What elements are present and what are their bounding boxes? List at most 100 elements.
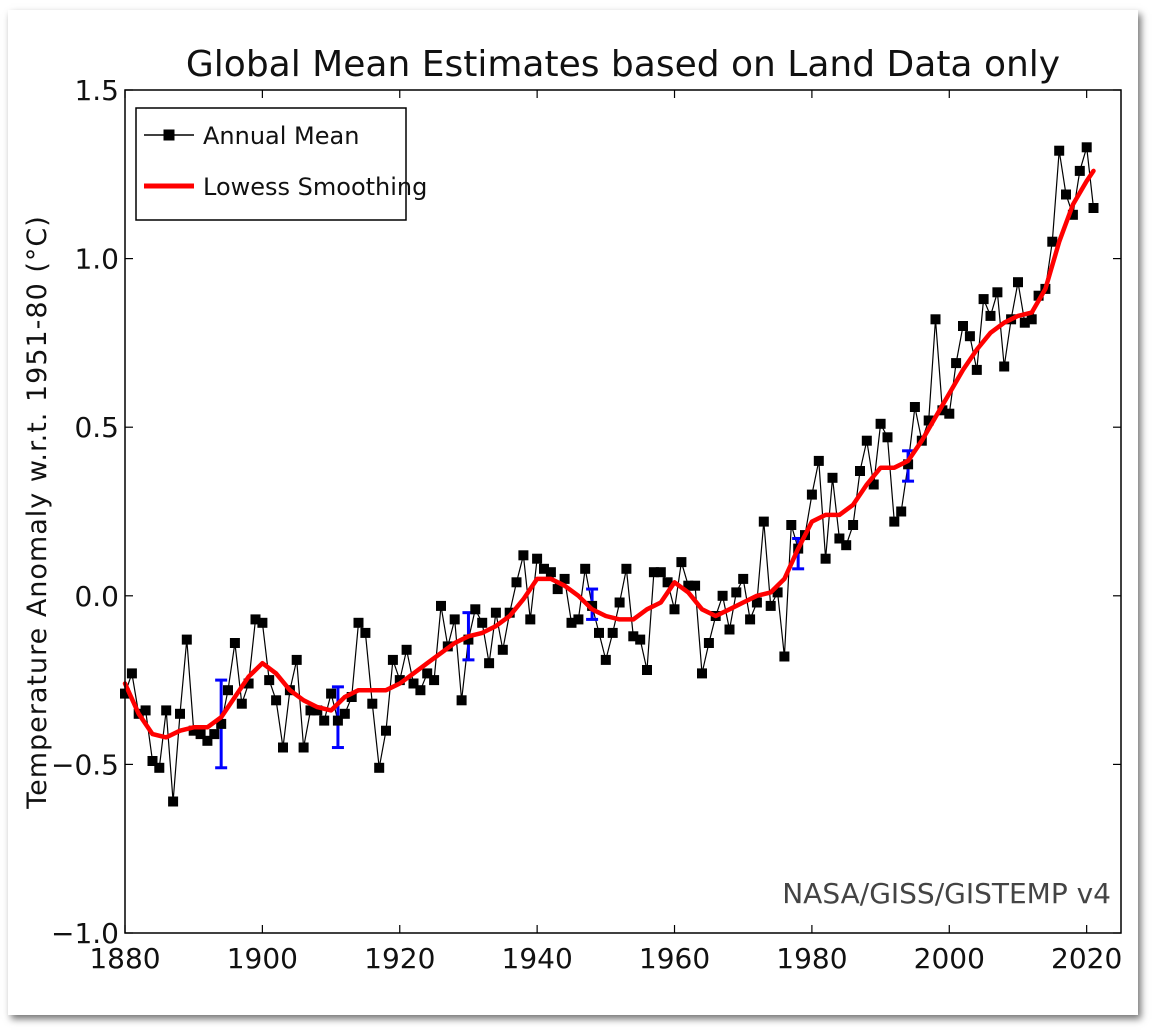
annual-mean-point	[690, 580, 701, 591]
annual-mean-point	[175, 708, 185, 719]
legend-annual-mean-label: Annual Mean	[203, 122, 359, 150]
annual-mean-point	[655, 567, 666, 578]
annual-mean-point	[1074, 165, 1085, 176]
annual-mean-point	[779, 651, 790, 662]
annual-mean-point	[477, 617, 488, 628]
annual-mean-point	[257, 617, 268, 628]
y-tick-label: 1.5	[74, 74, 119, 107]
annual-mean-point	[463, 634, 474, 645]
x-tick-label: 1920	[364, 942, 435, 975]
annual-mean-point	[848, 520, 859, 530]
x-tick-label: 1980	[776, 942, 847, 975]
annual-mean-point	[1047, 236, 1058, 247]
x-tick-label: 2000	[914, 942, 985, 975]
annual-mean-point	[415, 685, 426, 696]
annual-mean-point	[326, 688, 337, 699]
x-tick-label: 1940	[502, 942, 573, 975]
annual-mean-point	[243, 678, 254, 689]
annual-mean-point	[958, 321, 968, 331]
annual-mean-point	[236, 698, 247, 709]
annual-mean-point	[985, 310, 996, 321]
annual-mean-point	[642, 665, 652, 675]
plot-area	[124, 89, 1122, 934]
annual-mean-point	[305, 705, 316, 716]
annual-mean-point	[188, 725, 199, 736]
annual-mean-point	[834, 533, 845, 544]
annual-mean-point	[566, 617, 577, 628]
annual-mean-point	[346, 692, 357, 702]
annual-mean-point	[168, 796, 179, 807]
annual-mean-point	[470, 604, 481, 615]
annual-mean-point	[195, 729, 206, 740]
annual-mean-point	[559, 573, 570, 584]
annual-mean-point	[353, 617, 364, 628]
annual-mean-point	[971, 364, 982, 375]
annual-mean-line	[124, 147, 1095, 802]
y-tick-label: −1.0	[51, 917, 119, 950]
source-annotation: NASA/GISS/GISTEMP v4	[782, 877, 1111, 910]
annual-mean-point	[758, 516, 769, 527]
annual-mean-point	[436, 600, 446, 611]
annual-mean-point	[545, 567, 556, 578]
annual-mean-point	[882, 432, 893, 443]
annual-mean-point	[552, 584, 563, 595]
annual-mean-point	[511, 577, 522, 588]
x-tick-label: 1900	[227, 942, 298, 975]
annual-mean-point	[312, 705, 323, 716]
annual-mean-point	[820, 553, 831, 564]
annual-mean-point	[181, 634, 192, 645]
annual-mean-point	[944, 408, 955, 419]
annual-mean-point	[999, 361, 1010, 372]
annual-mean-point	[765, 600, 776, 611]
annual-mean-point	[875, 418, 886, 429]
annual-mean-point	[298, 742, 309, 753]
annual-mean-point	[1013, 277, 1023, 288]
annual-mean-point	[525, 614, 536, 625]
annual-mean-point	[992, 287, 1003, 298]
annual-mean-point	[202, 735, 213, 746]
annual-mean-point	[271, 695, 282, 706]
annual-mean-point	[126, 668, 137, 679]
annual-mean-point	[229, 638, 240, 648]
annual-mean-point	[573, 614, 584, 625]
annual-mean-point	[147, 756, 158, 766]
annual-mean-point	[738, 573, 749, 584]
annual-mean-point	[923, 415, 934, 426]
annual-mean-point	[896, 506, 907, 517]
annual-mean-point	[250, 614, 261, 625]
annual-mean-point	[223, 685, 233, 696]
annual-mean-point	[1033, 290, 1044, 301]
annual-mean-point	[374, 762, 385, 773]
annual-mean-point	[580, 563, 591, 574]
annual-mean-point	[731, 587, 742, 598]
annual-mean-point	[827, 472, 838, 483]
annual-mean-point	[868, 479, 879, 490]
annual-mean-point	[291, 654, 302, 665]
x-tick-label: 2020	[1051, 942, 1122, 975]
annual-mean-point	[930, 314, 941, 325]
legend-box	[135, 107, 407, 221]
annual-mean-point	[539, 563, 549, 574]
annual-mean-point	[408, 678, 419, 689]
annual-mean-point	[951, 358, 962, 369]
annual-mean-point	[367, 698, 378, 709]
annual-mean-point	[381, 725, 391, 736]
annual-mean-point	[841, 540, 852, 551]
annual-mean-point	[614, 597, 625, 608]
annual-mean-point	[683, 580, 694, 591]
annual-mean-point	[264, 675, 275, 686]
annual-mean-point	[600, 654, 611, 665]
annual-mean-point	[751, 597, 762, 608]
annual-mean-point	[401, 644, 412, 655]
annual-mean-point	[429, 675, 440, 686]
annual-mean-point	[724, 624, 735, 635]
plot-marks	[120, 142, 1099, 807]
annual-mean-point	[518, 550, 529, 561]
annual-mean-point	[161, 705, 172, 716]
annual-mean-point	[621, 563, 632, 574]
annual-mean-point	[216, 718, 227, 729]
annual-mean-point	[978, 294, 989, 305]
annual-mean-point	[703, 638, 714, 648]
y-tick-label: −0.5	[51, 748, 119, 781]
